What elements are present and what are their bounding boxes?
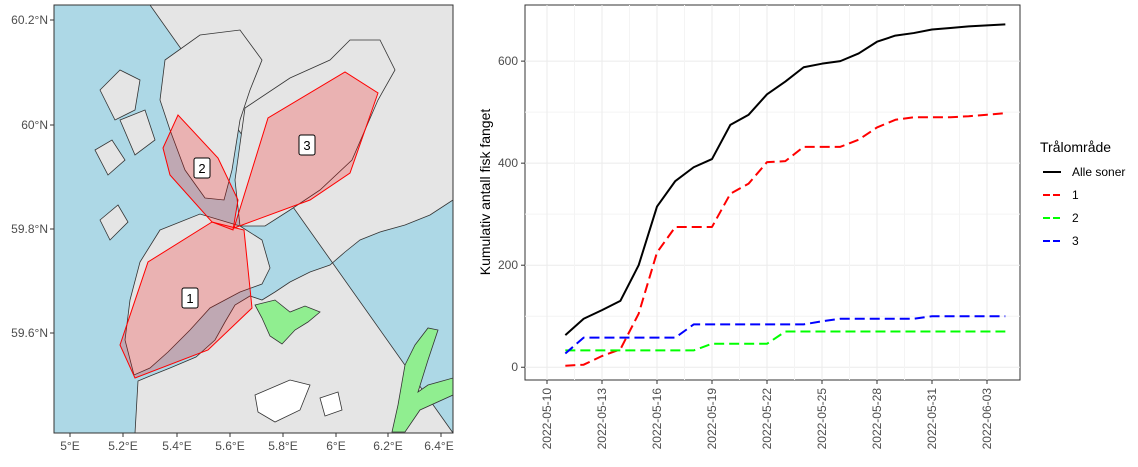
series-layer bbox=[564, 23, 1006, 367]
x-tick-label: 2022-05-28 bbox=[870, 388, 884, 450]
x-tick-label: 2022-06-03 bbox=[980, 388, 994, 450]
lat-tick-label: 60°N bbox=[21, 118, 48, 132]
lon-tick-label: 6.4°E bbox=[424, 439, 453, 453]
lat-tick-label: 60.2°N bbox=[11, 13, 48, 27]
zone-label-1-text: 1 bbox=[186, 291, 193, 306]
zone-label-2-text: 2 bbox=[198, 161, 205, 176]
lat-tick-label: 59.6°N bbox=[11, 326, 48, 340]
legend-label: 3 bbox=[1072, 234, 1079, 248]
lat-tick-label: 59.8°N bbox=[11, 222, 48, 236]
zone-label-2: 2 bbox=[193, 157, 211, 179]
legend-label: 2 bbox=[1072, 211, 1079, 225]
y-tick-label: 0 bbox=[511, 360, 518, 374]
lon-tick-label: 5.4°E bbox=[162, 439, 191, 453]
legend-label: Alle soner bbox=[1072, 165, 1125, 179]
land-north bbox=[159, 29, 263, 201]
x-tick-label: 2022-05-10 bbox=[540, 388, 554, 450]
map-border bbox=[53, 4, 454, 434]
green-strip bbox=[391, 327, 453, 433]
lon-tick-label: 5.2°E bbox=[108, 439, 137, 453]
x-tick-label: 2022-05-13 bbox=[595, 388, 609, 450]
green-area bbox=[254, 299, 321, 345]
x-tick-label: 2022-05-31 bbox=[925, 388, 939, 450]
y-tick-label: 400 bbox=[498, 156, 518, 170]
lake-small bbox=[319, 391, 343, 417]
zone-label-3: 3 bbox=[298, 134, 316, 156]
lon-tick-label: 6.2°E bbox=[373, 439, 402, 453]
series-line-zone-3 bbox=[564, 315, 1006, 355]
land-islands-west bbox=[94, 69, 156, 241]
y-tick-label: 600 bbox=[498, 54, 518, 68]
lon-tick-label: 6°E bbox=[326, 439, 345, 453]
map-lat-axis: 60.2°N 60°N 59.8°N 59.6°N bbox=[11, 13, 54, 340]
lon-tick-label: 5.8°E bbox=[268, 439, 297, 453]
legend-title: Trålområde bbox=[1040, 139, 1111, 155]
y-tick-label: 200 bbox=[498, 258, 518, 272]
map-panel: 1 2 3 60.2°N 60°N 59.8°N 59.6°N bbox=[11, 4, 454, 453]
x-tick-label: 2022-05-19 bbox=[705, 388, 719, 450]
lon-tick-label: 5.6°E bbox=[215, 439, 244, 453]
series-line-alle-soner bbox=[564, 23, 1006, 336]
zone-label-3-text: 3 bbox=[303, 138, 310, 153]
x-tick-label: 2022-05-25 bbox=[815, 388, 829, 450]
x-tick-label: 2022-05-16 bbox=[650, 388, 664, 450]
plot-area bbox=[524, 4, 1021, 381]
lake bbox=[254, 379, 311, 423]
series-line-zone-1 bbox=[565, 112, 1006, 367]
legend-label: 1 bbox=[1072, 188, 1079, 202]
zone-label-1: 1 bbox=[181, 287, 199, 309]
land-mainland bbox=[134, 5, 453, 433]
y-axis-title: Kumulativ antall fisk fanget bbox=[477, 109, 493, 276]
legend: Trålområde Alle soner 1 2 3 bbox=[1040, 139, 1125, 248]
y-axis: 0 200 400 600 bbox=[498, 54, 525, 374]
lon-tick-label: 5°E bbox=[60, 439, 79, 453]
x-axis: 2022-05-10 2022-05-13 2022-05-16 2022-05-19… bbox=[540, 380, 994, 449]
map-lon-axis: 5°E 5.2°E 5.4°E 5.6°E 5.8°E 6°E 6.2°E 6.… bbox=[60, 433, 454, 453]
x-tick-label: 2022-05-22 bbox=[760, 388, 774, 450]
